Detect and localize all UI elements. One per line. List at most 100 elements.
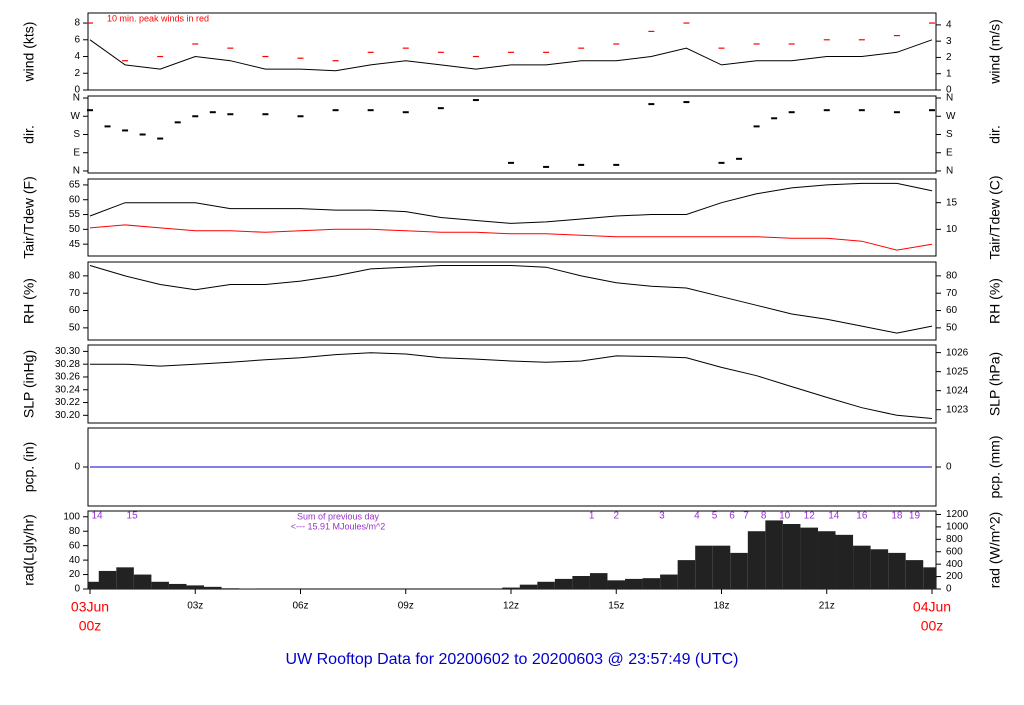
rad-bar <box>555 579 573 589</box>
y2-axis-label: dir. <box>987 125 1003 144</box>
rad-bar <box>134 575 152 589</box>
series-line <box>90 353 932 419</box>
x-tick-label: 12z <box>503 601 519 612</box>
y2-tick-label: 0 <box>946 462 952 473</box>
y-tick-label: 65 <box>69 180 81 191</box>
y-tick-label: W <box>71 111 81 122</box>
hour-mark: 3 <box>659 511 665 522</box>
series-line <box>90 225 932 250</box>
y-tick-label: 4 <box>74 51 80 62</box>
hour-mark: 1 <box>589 511 595 522</box>
y2-tick-label: 4 <box>946 20 952 31</box>
y-tick-label: 60 <box>69 194 81 205</box>
rad-bar <box>116 567 134 589</box>
y2-tick-label: 200 <box>946 571 963 582</box>
y2-tick-label: 600 <box>946 546 963 557</box>
hour-mark: 5 <box>712 511 718 522</box>
rad-bar <box>643 578 661 589</box>
y-tick-label: 30.22 <box>55 397 80 408</box>
rad-bar <box>906 560 924 589</box>
y-axis-label: pcp. (in) <box>21 442 37 493</box>
panel-frame <box>88 262 936 340</box>
y-tick-label: 60 <box>69 305 81 316</box>
x-tick-label: 21z <box>819 601 835 612</box>
y-tick-label: 30.20 <box>55 410 80 421</box>
y2-tick-label: 80 <box>946 271 958 282</box>
rad-bar <box>625 579 643 589</box>
panel-frame <box>88 345 936 423</box>
y-tick-label: E <box>73 147 80 158</box>
rad-bar <box>713 546 731 589</box>
y2-tick-label: 1 <box>946 68 952 79</box>
hour-mark: 18 <box>891 511 903 522</box>
hour-mark: 19 <box>909 511 921 522</box>
series-line <box>90 40 932 71</box>
panel-frame <box>88 13 936 90</box>
y2-tick-label: 0 <box>946 584 952 595</box>
y-tick-label: 55 <box>69 209 81 220</box>
rad-bar <box>871 549 889 589</box>
y-tick-label: 50 <box>69 323 81 334</box>
date-sub-label: 00z <box>921 618 944 634</box>
hour-mark: 10 <box>779 511 791 522</box>
hour-mark: 4 <box>694 511 700 522</box>
y2-tick-label: W <box>946 111 956 122</box>
y-tick-label: S <box>73 129 80 140</box>
y-tick-label: 70 <box>69 288 81 299</box>
rad-bar <box>836 535 854 589</box>
y2-tick-label: 70 <box>946 288 958 299</box>
rad-bar <box>204 587 222 589</box>
y-tick-label: N <box>73 166 80 177</box>
rad-bar <box>660 575 678 589</box>
y2-tick-label: 2 <box>946 52 952 63</box>
y-tick-label: 45 <box>69 239 81 250</box>
rad-bar <box>678 560 696 589</box>
rad-bar <box>520 585 538 589</box>
y-tick-label: 80 <box>69 526 81 537</box>
y2-tick-label: N <box>946 166 953 177</box>
rad-bar <box>765 520 783 589</box>
y-tick-label: 60 <box>69 540 81 551</box>
hour-mark: 14 <box>828 511 840 522</box>
y2-tick-label: S <box>946 129 953 140</box>
y2-axis-label: SLP (hPa) <box>987 352 1003 416</box>
page-title: UW Rooftop Data for 20200602 to 20200603… <box>286 651 739 668</box>
x-tick-label: 06z <box>292 601 308 612</box>
y-tick-label: 30.24 <box>55 384 80 395</box>
rad-bar <box>748 531 766 589</box>
annotation: <--- 15.91 MJoules/m^2 <box>291 521 386 531</box>
rad-bar <box>607 580 625 589</box>
rad-bar <box>888 553 906 589</box>
y-tick-label: 50 <box>69 224 81 235</box>
rad-bar <box>730 553 748 589</box>
y2-tick-label: 15 <box>946 197 958 208</box>
hour-mark: 15 <box>127 511 139 522</box>
x-tick-label: 18z <box>713 601 729 612</box>
rad-bar <box>169 584 187 589</box>
y2-tick-label: N <box>946 93 953 104</box>
y2-tick-label: E <box>946 147 953 158</box>
y2-tick-label: 1024 <box>946 385 969 396</box>
y2-tick-label: 3 <box>946 36 952 47</box>
y2-axis-label: Tair/Tdew (C) <box>987 175 1003 259</box>
hour-mark: 6 <box>729 511 735 522</box>
y2-tick-label: 10 <box>946 224 958 235</box>
y-tick-label: 80 <box>69 271 81 282</box>
rad-bar <box>695 546 713 589</box>
y-axis-label: Tair/Tdew (F) <box>21 176 37 258</box>
y-tick-label: 0 <box>74 584 80 595</box>
y2-tick-label: 1026 <box>946 347 969 358</box>
date-label: 03Jun <box>71 599 109 615</box>
y-tick-label: 2 <box>74 68 80 79</box>
y-axis-label: wind (kts) <box>21 22 37 83</box>
rad-bar <box>800 528 818 589</box>
rad-bar <box>537 582 555 589</box>
y2-tick-label: 1200 <box>946 509 969 520</box>
annotation: Sum of previous day <box>297 511 380 521</box>
rad-bar <box>818 531 836 589</box>
x-tick-label: 03z <box>187 601 203 612</box>
x-tick-label: 15z <box>608 601 624 612</box>
date-sub-label: 00z <box>79 618 102 634</box>
y-axis-label: RH (%) <box>21 278 37 324</box>
